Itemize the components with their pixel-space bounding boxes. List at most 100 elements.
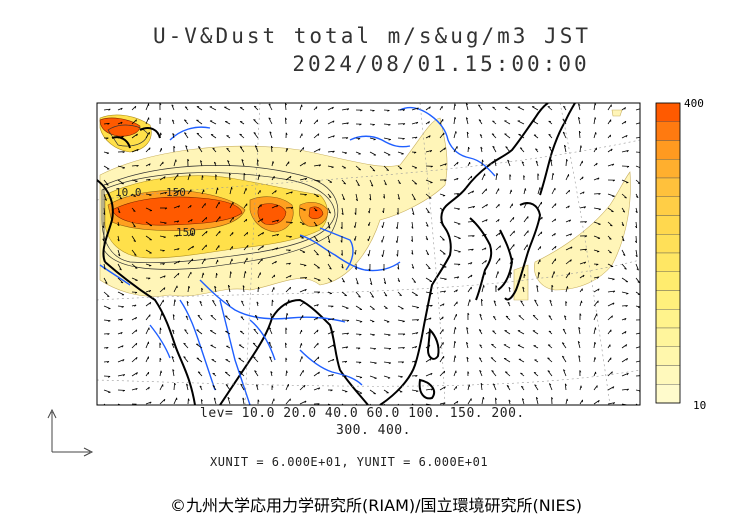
wind-arrowhead bbox=[564, 315, 567, 318]
wind-arrowhead bbox=[578, 103, 581, 106]
wind-arrow bbox=[313, 329, 319, 335]
wind-arrow bbox=[187, 189, 192, 195]
wind-arrowhead bbox=[414, 360, 417, 363]
wind-arrowhead bbox=[566, 398, 569, 402]
wind-arrow bbox=[396, 235, 399, 243]
wind-arrowhead bbox=[624, 197, 627, 199]
wind-arrow bbox=[425, 304, 433, 307]
colorbar-segment bbox=[655, 140, 681, 160]
wind-arrow bbox=[227, 397, 231, 405]
wind-arrow bbox=[565, 174, 569, 181]
wind-arrow bbox=[269, 356, 273, 363]
wind-arrowhead bbox=[340, 240, 343, 243]
wind-arrow bbox=[621, 249, 626, 256]
wind-arrowhead bbox=[641, 360, 643, 362]
wind-arrow bbox=[621, 357, 628, 363]
wind-arrowhead bbox=[584, 248, 587, 251]
wind-arrowhead bbox=[317, 329, 319, 333]
wind-arrow bbox=[481, 259, 487, 265]
wind-arrow bbox=[478, 119, 483, 125]
wind-arrow bbox=[369, 375, 377, 379]
wind-arrowhead bbox=[582, 191, 585, 194]
wind-arrowhead bbox=[163, 275, 166, 278]
wind-arrow bbox=[561, 355, 567, 363]
wind-arrow bbox=[243, 232, 248, 237]
wind-arrow bbox=[131, 329, 138, 335]
wind-arrow bbox=[173, 159, 177, 167]
wind-arrowhead bbox=[612, 290, 616, 293]
wind-arrowhead bbox=[624, 331, 627, 334]
wind-arrow bbox=[369, 151, 377, 156]
wind-arrowhead bbox=[624, 318, 627, 321]
wind-arrow bbox=[241, 159, 245, 167]
wind-arrowhead bbox=[159, 327, 162, 330]
wind-arrowhead bbox=[564, 383, 567, 386]
wind-arrowhead bbox=[372, 169, 376, 172]
wind-arrowhead bbox=[411, 266, 415, 269]
wind-arrow bbox=[285, 370, 287, 377]
wind-arrow bbox=[271, 260, 277, 265]
wind-arrow bbox=[199, 301, 203, 307]
wind-arrow bbox=[481, 188, 487, 195]
wind-arrow bbox=[257, 159, 259, 167]
wind-arrow bbox=[425, 388, 433, 391]
wind-arrowhead bbox=[624, 121, 627, 124]
wind-arrowhead bbox=[479, 313, 482, 316]
wind-arrowhead bbox=[549, 299, 552, 302]
wind-arrow bbox=[327, 344, 335, 349]
wind-arrow bbox=[383, 375, 391, 379]
wind-arrow bbox=[509, 257, 514, 265]
wind-arrowhead bbox=[108, 320, 111, 322]
wind-arrowhead bbox=[426, 224, 429, 227]
wind-arrowhead bbox=[103, 267, 106, 270]
wind-arrow bbox=[173, 174, 179, 181]
wind-arrow bbox=[509, 272, 512, 279]
wind-arrow bbox=[299, 221, 305, 225]
wind-arrowhead bbox=[184, 119, 187, 121]
wind-arrow bbox=[299, 277, 307, 279]
wind-arrow bbox=[103, 165, 110, 170]
wind-arrow bbox=[299, 343, 302, 349]
wind-arrowhead bbox=[428, 135, 431, 138]
wind-arrow bbox=[635, 249, 638, 257]
wind-arrowhead bbox=[359, 123, 362, 126]
wind-arrowhead bbox=[214, 161, 217, 164]
wind-arrow bbox=[492, 146, 497, 153]
wind-arrowhead bbox=[551, 397, 554, 400]
wind-arrowhead bbox=[400, 376, 403, 378]
wind-arrowhead bbox=[286, 370, 288, 373]
wind-arrowhead bbox=[456, 289, 458, 292]
wind-arrow bbox=[551, 203, 557, 209]
wind-arrow bbox=[159, 161, 164, 167]
wind-arrow bbox=[537, 216, 543, 223]
wind-arrowhead bbox=[316, 317, 319, 320]
wind-arrow bbox=[425, 358, 432, 363]
wind-arrowhead bbox=[212, 147, 215, 150]
wind-arrow bbox=[313, 277, 321, 281]
wind-arrow bbox=[355, 193, 358, 201]
wind-arrowhead bbox=[196, 132, 200, 135]
wind-arrowhead bbox=[582, 176, 584, 180]
wind-arrowhead bbox=[254, 370, 257, 372]
wind-arrowhead bbox=[354, 252, 356, 255]
wind-arrow bbox=[183, 342, 189, 349]
wind-arrowhead bbox=[135, 342, 138, 346]
wind-arrow bbox=[478, 104, 483, 111]
wind-arrowhead bbox=[429, 317, 432, 320]
wind-arrow bbox=[131, 388, 138, 391]
wind-arrowhead bbox=[331, 166, 334, 169]
wind-arrow bbox=[509, 217, 515, 223]
wind-arrow bbox=[369, 137, 376, 140]
wind-arrow bbox=[548, 146, 553, 153]
wind-arrow bbox=[425, 179, 433, 183]
wind-arrowhead bbox=[149, 194, 152, 196]
wind-arrow bbox=[439, 329, 444, 335]
wind-arrow bbox=[172, 133, 175, 139]
wind-arrow bbox=[313, 342, 319, 349]
wind-arrowhead bbox=[271, 299, 274, 303]
wind-arrowhead bbox=[192, 245, 194, 249]
wind-arrow bbox=[439, 118, 444, 125]
wind-arrow bbox=[621, 193, 627, 199]
wind-arrowhead bbox=[374, 362, 377, 365]
wind-arrowhead bbox=[357, 184, 360, 187]
